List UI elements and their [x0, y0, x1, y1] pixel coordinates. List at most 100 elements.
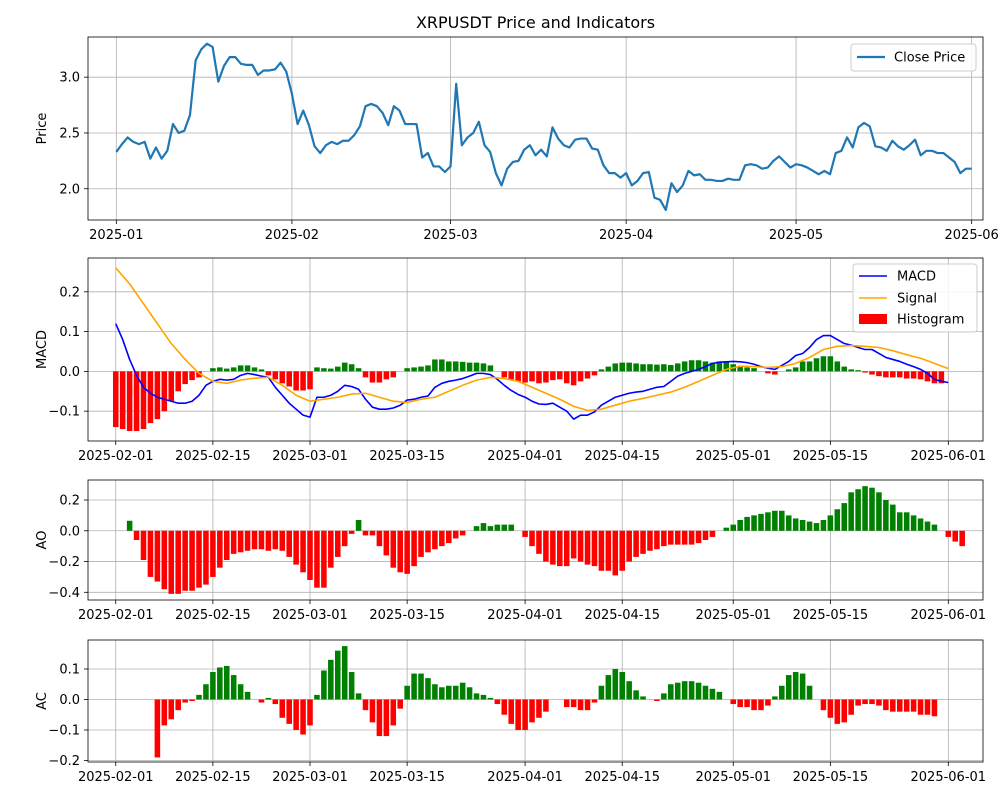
ac-bar	[605, 675, 612, 700]
histogram-bar	[168, 371, 175, 402]
x-tick-label: 2025-04-15	[584, 770, 660, 785]
x-tick-label: 2025-02-01	[78, 449, 154, 464]
ac-bar	[883, 699, 889, 711]
ac-bar	[321, 670, 327, 700]
x-tick-label: 2025-03-15	[369, 608, 445, 623]
ao-bar	[841, 503, 848, 531]
ao-bar	[626, 530, 632, 562]
histogram-bar	[418, 366, 424, 372]
ac-bar	[896, 699, 903, 712]
ac-bar	[876, 699, 882, 706]
x-tick-label: 2025-06-01	[911, 608, 987, 623]
y-tick-label: 3.0	[59, 71, 80, 86]
ao-bar	[328, 530, 334, 568]
ac-bar	[348, 672, 355, 700]
x-tick-label: 2025-01	[89, 228, 143, 243]
ao-bar	[647, 530, 653, 551]
ao-bar	[896, 512, 903, 531]
ao-bar	[383, 530, 390, 556]
histogram-bar	[258, 369, 265, 372]
histogram-bar	[716, 361, 723, 372]
x-tick-label: 2025-05-15	[793, 770, 869, 785]
legend-label: Close Price	[894, 51, 965, 66]
ac-bar	[390, 699, 397, 726]
ac-bar	[668, 684, 674, 700]
histogram-bar	[376, 371, 383, 383]
histogram-bar	[605, 366, 612, 372]
x-tick-label: 2025-04-15	[584, 449, 660, 464]
histogram-bar	[661, 364, 667, 372]
ac-bar	[300, 699, 306, 735]
series-line-macd	[115, 323, 949, 420]
ao-bar	[286, 530, 292, 557]
histogram-bar	[813, 358, 820, 372]
histogram-bar	[633, 363, 639, 372]
ac-bar	[681, 681, 688, 700]
ac-bar	[515, 699, 521, 730]
x-tick-label: 2025-03-15	[369, 770, 445, 785]
ao-bar	[487, 526, 494, 531]
legend-swatch	[859, 314, 887, 324]
x-tick-label: 2025-04	[599, 228, 653, 243]
y-tick-label: 0.0	[59, 524, 80, 539]
ao-bar	[758, 513, 764, 531]
histogram-bar	[820, 356, 827, 372]
ao-bar	[161, 530, 168, 590]
legend-box	[850, 43, 977, 72]
histogram-bar	[584, 371, 591, 379]
ao-bar	[168, 530, 175, 594]
x-tick-label: 2025-05-01	[695, 770, 771, 785]
ao-bar	[633, 530, 639, 557]
histogram-bar	[210, 368, 216, 372]
ao-bar	[230, 530, 237, 554]
ac-bar	[168, 699, 175, 720]
legend-label: Histogram	[897, 313, 964, 328]
ac-bar	[307, 699, 313, 726]
x-tick-label: 2025-05-01	[695, 608, 771, 623]
ac-bar	[765, 699, 771, 706]
ao-bar	[695, 530, 702, 544]
histogram-bar	[446, 361, 452, 372]
ao-bar	[154, 530, 161, 582]
ao-bar	[550, 530, 556, 565]
subplot-4: 2025-02-01 2025-02-15 2025-03-01 2025-03-15…	[35, 639, 986, 785]
axes-frame	[87, 36, 984, 221]
ao-bar	[751, 515, 757, 531]
ac-bar	[487, 697, 494, 700]
ac-bar	[924, 699, 931, 715]
ao-bar	[834, 509, 841, 531]
ac-bar	[473, 693, 480, 700]
ao-bar	[536, 530, 542, 554]
ac-bar	[244, 691, 251, 700]
histogram-bar	[383, 371, 390, 380]
ao-bar	[605, 530, 612, 571]
ao-bar	[459, 530, 466, 536]
histogram-bar	[744, 367, 750, 372]
ac-bar	[584, 699, 591, 711]
x-tick-label: 2025-02-01	[78, 770, 154, 785]
histogram-bar	[903, 371, 910, 379]
ac-bar	[841, 699, 848, 723]
ao-bar	[279, 530, 286, 551]
histogram-bar	[557, 371, 563, 380]
plot-area	[115, 42, 972, 212]
histogram-bar	[917, 371, 924, 380]
ao-bar	[681, 530, 688, 545]
histogram-bar	[536, 371, 542, 384]
ao-bar	[508, 524, 514, 531]
ao-bar	[418, 530, 424, 557]
y-axis-label: AC	[35, 692, 50, 710]
histogram-bar	[883, 371, 889, 378]
ac-bar	[869, 699, 875, 705]
ac-bar	[459, 682, 466, 700]
ao-bar	[883, 500, 889, 531]
y-axis-label: Price	[35, 113, 50, 145]
ao-bar	[203, 530, 209, 585]
histogram-bar	[695, 360, 702, 372]
ac-bar	[626, 681, 632, 700]
ao-bar	[501, 524, 508, 531]
histogram-bar	[924, 371, 931, 382]
ac-bar	[792, 672, 799, 700]
ac-bar	[258, 699, 265, 703]
y-axis-label: AO	[35, 531, 50, 550]
